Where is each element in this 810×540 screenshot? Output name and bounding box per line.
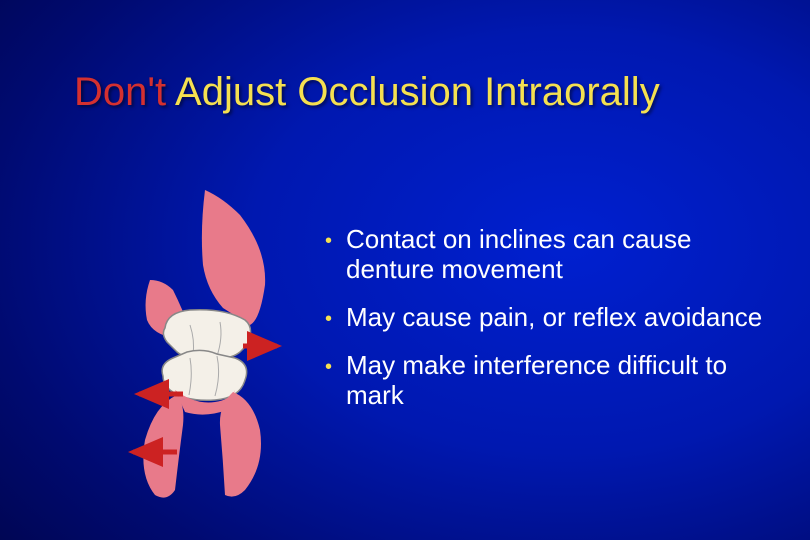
bullet-text: Contact on inclines can cause denture mo… bbox=[346, 225, 765, 285]
upper-gingiva bbox=[202, 190, 265, 325]
title-main: Adjust Occlusion Intraorally bbox=[166, 70, 660, 114]
slide-title: Don't Adjust Occlusion Intraorally bbox=[74, 70, 660, 115]
bullet-icon: • bbox=[325, 230, 332, 253]
title-emphasis: Don't bbox=[74, 70, 166, 114]
bullet-icon: • bbox=[325, 308, 332, 331]
occlusion-diagram bbox=[95, 190, 295, 500]
bullet-text: May cause pain, or reflex avoidance bbox=[346, 303, 765, 333]
lower-gingiva-left bbox=[143, 395, 183, 498]
list-item: • May cause pain, or reflex avoidance bbox=[325, 303, 765, 333]
list-item: • Contact on inclines can cause denture … bbox=[325, 225, 765, 285]
list-item: • May make interference difficult to mar… bbox=[325, 351, 765, 411]
bullet-text: May make interference difficult to mark bbox=[346, 351, 765, 411]
bullet-icon: • bbox=[325, 356, 332, 379]
bullet-list: • Contact on inclines can cause denture … bbox=[325, 225, 765, 428]
teeth-illustration-svg bbox=[95, 190, 295, 500]
